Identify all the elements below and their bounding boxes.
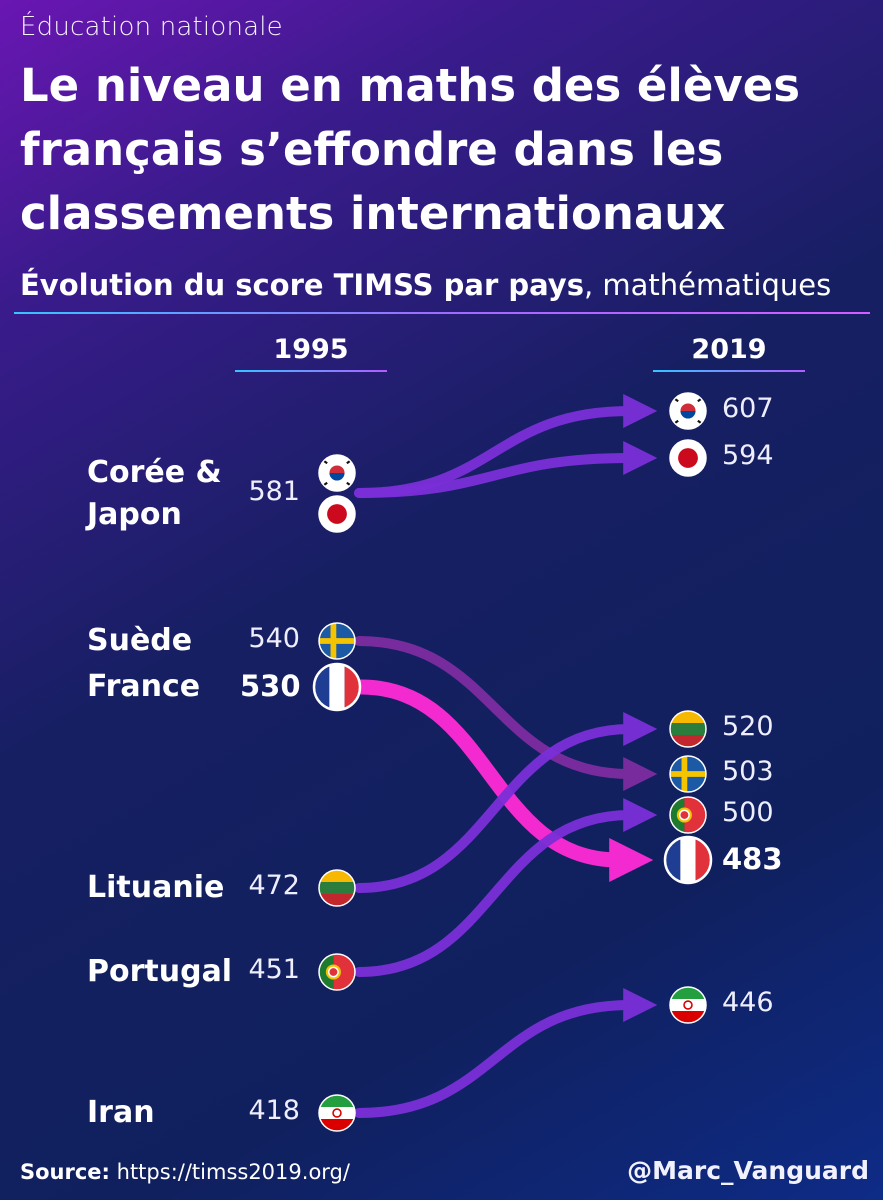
sweden-flag-icon bbox=[669, 755, 707, 793]
country-label-line: Corée & bbox=[87, 455, 222, 490]
title-line: Le niveau en maths des élèves bbox=[20, 59, 801, 112]
value-2019-corée: 607 bbox=[722, 393, 774, 424]
portugal-flag-icon bbox=[318, 953, 356, 991]
year-underline bbox=[653, 370, 805, 372]
country-label: Portugal bbox=[87, 951, 232, 993]
value-2019-iran: 446 bbox=[722, 987, 774, 1018]
flow-iran bbox=[354, 988, 658, 1118]
value-1995: 581 bbox=[248, 476, 300, 507]
sweden-flag-icon bbox=[318, 622, 356, 660]
subtitle-bold: Évolution du score TIMSS par pays bbox=[20, 268, 584, 302]
country-label: Lituanie bbox=[87, 867, 224, 909]
value-1995: 451 bbox=[248, 954, 300, 985]
country-label-line: Iran bbox=[87, 1095, 155, 1130]
title-line: classements internationaux bbox=[20, 187, 726, 240]
country-label-line: France bbox=[87, 669, 201, 704]
value-1995: 472 bbox=[248, 870, 300, 901]
value-2019-france: 483 bbox=[722, 842, 783, 876]
south-korea-flag-icon bbox=[669, 392, 707, 430]
source-url[interactable]: https://timss2019.org/ bbox=[116, 1160, 350, 1184]
value-2019-suède: 503 bbox=[722, 756, 774, 787]
lithuania-flag-icon bbox=[669, 710, 707, 748]
country-label-line: Portugal bbox=[87, 954, 233, 989]
japan-flag-icon bbox=[669, 439, 707, 477]
source-label: Source: bbox=[20, 1160, 110, 1184]
value-1995: 530 bbox=[240, 669, 301, 703]
source-note: Source: https://timss2019.org/ bbox=[20, 1160, 350, 1184]
country-label: Suède bbox=[87, 620, 192, 662]
subtitle-divider bbox=[14, 312, 870, 314]
flow-japon bbox=[354, 441, 658, 498]
lithuania-flag-icon bbox=[318, 869, 356, 907]
flows-layer bbox=[353, 394, 658, 1118]
value-1995: 418 bbox=[248, 1095, 300, 1126]
france-flag-icon bbox=[663, 835, 713, 885]
page-title: Le niveau en maths des élèves français s… bbox=[20, 54, 870, 246]
south-korea-flag-icon bbox=[318, 454, 356, 492]
flow-lituanie bbox=[354, 712, 658, 893]
year-label-2019: 2019 bbox=[691, 334, 767, 365]
france-flag-icon bbox=[312, 662, 362, 712]
flow-france bbox=[353, 679, 654, 882]
flow-portugal bbox=[354, 798, 658, 977]
flow-corée bbox=[354, 394, 658, 498]
country-label-line: Lituanie bbox=[87, 870, 225, 905]
year-label-1995: 1995 bbox=[273, 334, 349, 365]
portugal-flag-icon bbox=[669, 796, 707, 834]
flow-suède bbox=[354, 636, 658, 791]
flags-layer bbox=[312, 392, 713, 1132]
japan-flag-icon bbox=[318, 495, 356, 533]
chart-subtitle: Évolution du score TIMSS par pays, mathé… bbox=[20, 268, 831, 302]
country-label-line: Japon bbox=[87, 497, 182, 532]
title-line: français s’effondre dans les bbox=[20, 123, 724, 176]
value-2019-portugal: 500 bbox=[722, 797, 774, 828]
kicker-text: Éducation nationale bbox=[20, 12, 283, 42]
subtitle-normal: , mathématiques bbox=[583, 268, 832, 302]
year-underline bbox=[235, 370, 387, 372]
iran-flag-icon bbox=[669, 986, 707, 1024]
author-credit: @Marc_Vanguard bbox=[627, 1156, 869, 1185]
iran-flag-icon bbox=[318, 1094, 356, 1132]
value-1995: 540 bbox=[248, 623, 300, 654]
country-label: France bbox=[87, 666, 200, 708]
country-label: Iran bbox=[87, 1092, 155, 1134]
value-2019-japon: 594 bbox=[722, 440, 774, 471]
value-2019-lituanie: 520 bbox=[722, 711, 774, 742]
country-label: Corée & Japon bbox=[87, 452, 222, 536]
country-label-line: Suède bbox=[87, 623, 193, 658]
